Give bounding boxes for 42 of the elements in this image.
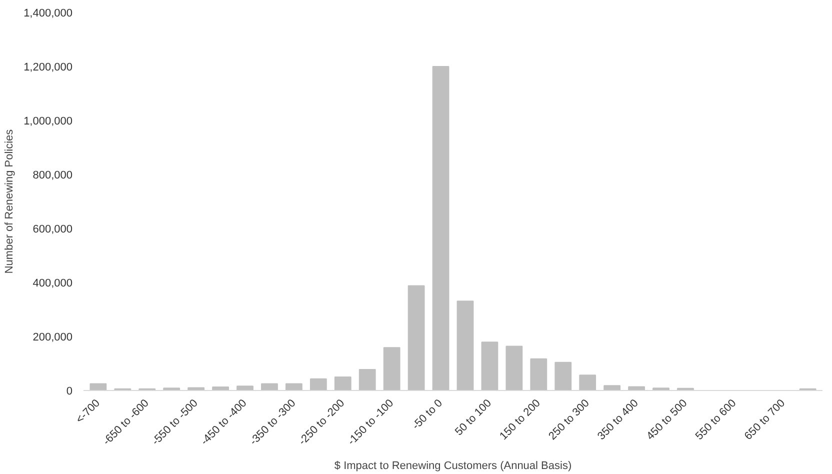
- y-tick-label: 1,400,000: [24, 8, 72, 20]
- bar: [628, 386, 645, 390]
- bar: [481, 342, 498, 390]
- x-tick-label: -250 to -200: [296, 397, 348, 448]
- bar: [383, 347, 400, 390]
- bar: [408, 285, 425, 390]
- y-tick-label: 1,200,000: [24, 62, 72, 74]
- x-axis-title: $ Impact to Renewing Customers (Annual Basis): [334, 460, 572, 472]
- bar: [90, 383, 107, 390]
- y-tick-label: 800,000: [32, 170, 73, 182]
- y-axis-title: Number of Renewing Policies: [4, 128, 16, 274]
- bar: [456, 300, 474, 390]
- x-tick-label: 150 to 200: [498, 397, 543, 443]
- x-tick-label: 450 to 500: [644, 397, 690, 443]
- x-tick-label: -350 to -300: [248, 397, 298, 448]
- bar: [334, 376, 352, 390]
- x-tick-label: 350 to 400: [596, 397, 641, 443]
- bar: [579, 374, 596, 390]
- bar: [236, 386, 254, 390]
- y-tick-label: 1,000,000: [24, 116, 72, 128]
- x-tick-label: -550 to -500: [150, 397, 200, 448]
- bar: [554, 362, 572, 390]
- x-tick-label: 650 to 700: [742, 397, 788, 443]
- bar: [432, 66, 450, 390]
- bar: [261, 383, 278, 390]
- x-tick-label: -450 to -400: [198, 397, 250, 448]
- y-tick-label: 600,000: [32, 224, 73, 236]
- x-tick-label: -650 to -600: [100, 397, 152, 448]
- bar: [604, 385, 621, 390]
- bar: [310, 378, 327, 390]
- bar: [285, 383, 302, 390]
- bar: [358, 368, 376, 390]
- y-tick-label: 0: [66, 386, 73, 398]
- x-tick-label: 550 to 600: [693, 397, 739, 443]
- bar: [506, 346, 523, 390]
- x-tick-label: -150 to -100: [346, 397, 396, 448]
- x-tick-label: 250 to 300: [546, 397, 592, 443]
- y-tick-label: 400,000: [32, 278, 73, 290]
- x-tick-label: 50 to 100: [453, 397, 494, 438]
- y-tick-label: 200,000: [32, 332, 73, 344]
- x-tick-label: -50 to 0: [410, 397, 446, 432]
- bar: [530, 358, 548, 390]
